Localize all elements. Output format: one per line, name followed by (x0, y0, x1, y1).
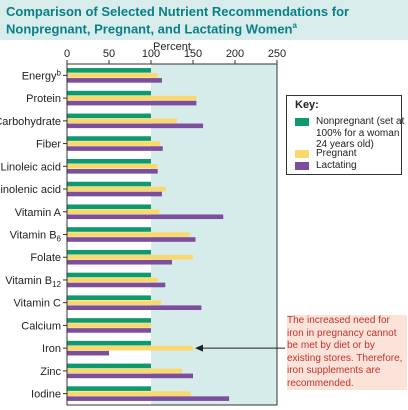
category-label: Linoleic acid (0, 161, 61, 173)
bar-lactating-2 (67, 123, 204, 129)
category-label: Zinc (40, 366, 61, 378)
bar-pregnant-8 (67, 254, 193, 260)
category-label: Vitamin C (14, 298, 62, 310)
bar-lactating-12 (67, 350, 109, 356)
bar-nonpregnant-11 (67, 318, 151, 323)
category-label: Carbohydrate (0, 116, 61, 128)
bar-nonpregnant-8 (67, 249, 151, 255)
bar-lactating-11 (67, 328, 151, 333)
category-label: Linolenic acid (0, 184, 61, 196)
bar-nonpregnant-3 (67, 136, 151, 141)
bar-lactating-3 (67, 146, 163, 151)
category-label: Fiber (36, 139, 61, 151)
bar-pregnant-13 (67, 368, 183, 374)
x-tick-label: 50 (103, 48, 115, 60)
category-label: Iodine (31, 389, 61, 401)
bar-nonpregnant-6 (67, 204, 151, 210)
bar-lactating-14 (67, 396, 230, 401)
category-label: Protein (26, 93, 61, 105)
bar-lactating-6 (67, 214, 224, 220)
x-tick-label: 0 (64, 48, 70, 60)
bar-nonpregnant-0 (67, 68, 151, 73)
bar-pregnant-9 (67, 277, 158, 283)
bar-lactating-0 (67, 78, 162, 83)
legend-label-nonpregnant: Nonpregnant (set at 100% for a woman 24 … (316, 116, 405, 150)
bar-nonpregnant-10 (67, 295, 151, 300)
title-band: Comparison of Selected Nutrient Recommen… (0, 0, 408, 40)
bar-pregnant-12 (67, 345, 193, 351)
x-axis-label: Percent (153, 41, 191, 53)
bar-pregnant-3 (67, 141, 161, 146)
bar-pregnant-10 (67, 300, 162, 305)
category-label: Vitamin B12 (5, 275, 61, 289)
bar-nonpregnant-12 (67, 340, 151, 346)
bar-lactating-9 (67, 282, 166, 288)
category-label: Calcium (21, 320, 61, 332)
bar-pregnant-5 (67, 186, 167, 192)
bar-lactating-13 (67, 373, 193, 379)
bar-pregnant-6 (67, 209, 160, 215)
bar-lactating-5 (67, 191, 162, 197)
note-arrow-head (195, 344, 203, 352)
category-label: Energyb (22, 68, 62, 82)
bar-nonpregnant-14 (67, 386, 151, 391)
x-tick-label: 100 (142, 48, 160, 60)
category-label: Folate (30, 252, 61, 264)
bar-pregnant-1 (67, 95, 197, 101)
bar-lactating-10 (67, 305, 202, 310)
bar-nonpregnant-9 (67, 272, 151, 278)
category-label: Vitamin A (15, 207, 62, 219)
bar-lactating-8 (67, 259, 172, 265)
bar-lactating-4 (67, 169, 158, 174)
legend-swatch-pregnant (295, 150, 309, 158)
category-label: Iron (42, 343, 61, 355)
bar-nonpregnant-13 (67, 363, 151, 369)
bar-pregnant-4 (67, 164, 158, 169)
bar-nonpregnant-7 (67, 227, 151, 232)
bar-pregnant-0 (67, 73, 158, 78)
chart-title-line2: Nonpregnant, Pregnant, and Lactating Wom… (6, 21, 297, 37)
legend-swatch-nonpregnant (295, 118, 309, 126)
bar-pregnant-2 (67, 118, 178, 124)
category-label: Vitamin B6 (10, 230, 62, 244)
bar-nonpregnant-4 (67, 159, 151, 164)
chart-title-line1: Comparison of Selected Nutrient Recommen… (6, 4, 350, 19)
bar-nonpregnant-2 (67, 113, 151, 119)
x-tick-label: 200 (226, 48, 244, 60)
bar-lactating-1 (67, 100, 197, 106)
title-footnote-mark: a (292, 21, 297, 30)
bar-nonpregnant-1 (67, 90, 151, 96)
legend: Key: Nonpregnant (set at 100% for a woma… (286, 95, 404, 175)
x-tick-label: 250 (268, 48, 286, 60)
legend-swatch-lactating (295, 162, 309, 170)
bar-nonpregnant-5 (67, 181, 151, 187)
bar-pregnant-14 (67, 391, 191, 396)
bar-pregnant-7 (67, 232, 190, 237)
legend-label-lactating: Lactating (316, 160, 357, 171)
x-tick-label: 150 (184, 48, 202, 60)
legend-label-pregnant: Pregnant (316, 148, 357, 159)
bar-pregnant-11 (67, 323, 151, 328)
bar-lactating-7 (67, 237, 196, 242)
legend-title: Key: (295, 99, 319, 111)
iron-note: The increased need for iron in pregnancy… (287, 315, 407, 390)
